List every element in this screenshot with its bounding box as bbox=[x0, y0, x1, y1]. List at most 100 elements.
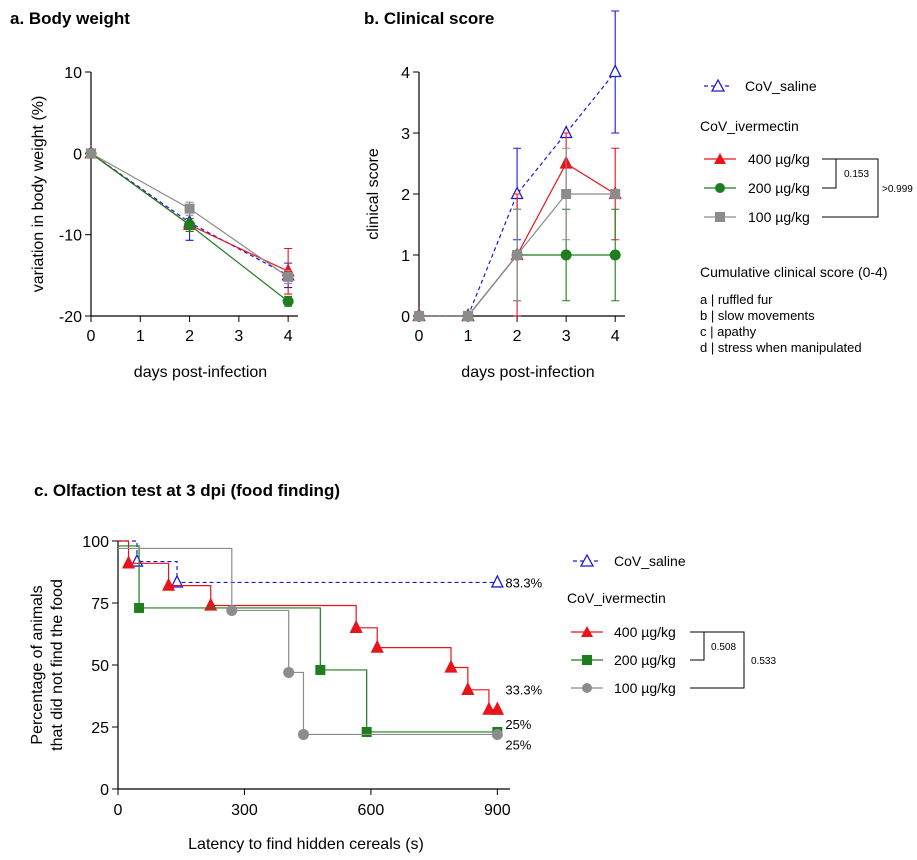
bw-y-tick-label: -20 bbox=[59, 309, 82, 326]
legend-c-saline-label: CoV_saline bbox=[614, 553, 686, 569]
cs-y-tick-label: 4 bbox=[401, 65, 410, 82]
olfaction-chart: 0 300 600 900 0 25 50 75 100 Latency to find hidd… bbox=[29, 534, 543, 853]
olf-x-tick-label: 600 bbox=[358, 802, 385, 819]
legend-200-marker bbox=[715, 183, 725, 193]
bw-point-iv100 bbox=[283, 271, 294, 282]
cs-point-iv100 bbox=[463, 311, 474, 321]
bw-point-iv200 bbox=[282, 295, 294, 307]
cs-x-tick-label: 3 bbox=[562, 328, 571, 345]
score-item-c: c | apathy bbox=[700, 324, 757, 339]
legend-400-label: 400 µg/kg bbox=[748, 151, 810, 167]
olf-x-tick-label: 0 bbox=[114, 802, 123, 819]
olf-point-iv100 bbox=[491, 728, 503, 740]
olf-y-tick-label: 100 bbox=[82, 534, 109, 551]
panel-b-title: b. Clinical score bbox=[364, 9, 494, 28]
cs-point-iv100 bbox=[561, 189, 572, 199]
cs-x-tick-label: 0 bbox=[415, 328, 424, 345]
score-item-b: b | slow movements bbox=[700, 308, 815, 323]
legend-c-p-outer: 0.533 bbox=[751, 656, 776, 667]
legend-c-bracket-outer bbox=[690, 631, 745, 689]
olf-x-axis-label: Latency to find hidden cereals (s) bbox=[188, 836, 424, 853]
olf-series-iv200-line bbox=[118, 545, 498, 733]
legend-c-200-label: 200 µg/kg bbox=[614, 652, 676, 668]
legend-400-marker bbox=[714, 153, 726, 164]
olf-x-tick-label: 900 bbox=[484, 802, 511, 819]
cs-x-axis-label: days post-infection bbox=[461, 364, 594, 381]
bw-x-tick-label: 1 bbox=[136, 328, 145, 345]
olf-y-tick-label: 0 bbox=[100, 782, 109, 799]
bw-y-tick-label: -10 bbox=[59, 228, 82, 245]
legend-c-p-inner: 0.508 bbox=[711, 642, 736, 653]
cs-y-tick-label: 2 bbox=[401, 187, 410, 204]
olf-y-tick-label: 75 bbox=[91, 596, 109, 613]
olf-point-iv400 bbox=[349, 619, 363, 633]
legend-100-marker bbox=[715, 212, 725, 222]
bw-y-tick-label: 10 bbox=[64, 65, 82, 82]
legend-100-label: 100 µg/kg bbox=[748, 209, 810, 225]
cs-point-iv100 bbox=[414, 311, 424, 321]
cs-point-iv100 bbox=[610, 189, 621, 199]
panel-a-title: a. Body weight bbox=[10, 9, 130, 28]
olf-end-label-iv200: 25% bbox=[505, 717, 531, 732]
olf-point-iv400 bbox=[204, 597, 218, 611]
legend-c-bracket-inner bbox=[690, 631, 705, 661]
legend-c-100-marker bbox=[582, 683, 592, 693]
legend-c-200-marker bbox=[582, 655, 592, 665]
olf-point-iv200 bbox=[134, 602, 145, 613]
legend-ab-p-outer: >0.999 bbox=[882, 184, 913, 195]
cs-x-tick-label: 2 bbox=[513, 328, 522, 345]
olf-point-iv200 bbox=[315, 664, 326, 675]
cs-point-iv100 bbox=[512, 250, 523, 260]
legend-ab-bracket-inner bbox=[822, 158, 837, 189]
bw-point-iv200 bbox=[184, 219, 196, 231]
cs-point-iv200 bbox=[560, 249, 572, 261]
olf-point-iv400 bbox=[444, 659, 458, 673]
legend-ab-p-inner: 0.153 bbox=[844, 169, 869, 180]
olf-point-saline bbox=[490, 574, 504, 588]
cs-y-tick-label: 3 bbox=[401, 126, 410, 143]
bw-y-tick-label: 0 bbox=[73, 146, 82, 163]
olf-point-iv400 bbox=[121, 555, 136, 569]
score-legend-title: Cumulative clinical score (0-4) bbox=[700, 264, 888, 280]
body-weight-chart: 0 1 2 3 4 -20 -10 0 10 days post-infection variati… bbox=[30, 65, 298, 381]
olf-y-tick-label: 50 bbox=[91, 658, 109, 675]
olf-point-iv400 bbox=[490, 701, 504, 715]
olf-end-label-iv100: 25% bbox=[505, 737, 531, 752]
olf-end-label-saline: 83.3% bbox=[505, 575, 542, 590]
olf-y-axis-label: Percentage of animals that did not find t… bbox=[29, 579, 66, 751]
olf-point-iv100 bbox=[226, 604, 238, 616]
olf-point-iv400 bbox=[162, 577, 176, 591]
olf-point-iv100 bbox=[283, 666, 295, 678]
legend-200-label: 200 µg/kg bbox=[748, 180, 810, 196]
bw-x-tick-label: 3 bbox=[234, 328, 243, 345]
clinical-score-chart: 0 1 2 3 4 0 1 2 3 4 days post-infection clinical sc… bbox=[365, 10, 625, 381]
panel-c-title: c. Olfaction test at 3 dpi (food finding… bbox=[34, 481, 340, 500]
legend-ab-bracket-outer bbox=[822, 158, 879, 218]
cs-x-tick-label: 1 bbox=[464, 328, 473, 345]
olf-y-tick-label: 25 bbox=[91, 720, 109, 737]
bw-point-iv100 bbox=[86, 148, 96, 159]
legend-c: CoV_saline CoV_ivermectin 400 µg/kg 200 … bbox=[567, 553, 776, 696]
legend-c-100-label: 100 µg/kg bbox=[614, 680, 676, 696]
olf-end-label-iv400: 33.3% bbox=[505, 683, 542, 698]
legend-group-label: CoV_ivermectin bbox=[700, 118, 799, 134]
olf-point-iv400 bbox=[370, 639, 384, 653]
olf-point-iv400 bbox=[482, 701, 496, 715]
olf-point-saline bbox=[170, 574, 184, 588]
cs-y-axis-label: clinical score bbox=[365, 148, 382, 240]
bw-y-axis-label: variation in body weight (%) bbox=[30, 96, 47, 293]
olf-point-iv400 bbox=[461, 681, 475, 695]
cs-point-saline bbox=[608, 64, 622, 78]
legend-c-saline-marker bbox=[579, 553, 595, 567]
cs-point-iv200 bbox=[609, 249, 621, 261]
bw-x-tick-label: 2 bbox=[185, 328, 194, 345]
olf-point-iv100 bbox=[297, 728, 309, 740]
olf-series-iv100-line bbox=[118, 547, 498, 736]
olf-point-saline bbox=[130, 553, 144, 567]
legend-c-400-marker bbox=[581, 626, 593, 637]
legend-c-group-label: CoV_ivermectin bbox=[567, 590, 666, 606]
olf-point-iv200 bbox=[361, 726, 372, 737]
legend-ab: CoV_saline CoV_ivermectin 400 µg/kg 200 … bbox=[700, 78, 913, 355]
score-item-a: a | ruffled fur bbox=[700, 292, 773, 307]
